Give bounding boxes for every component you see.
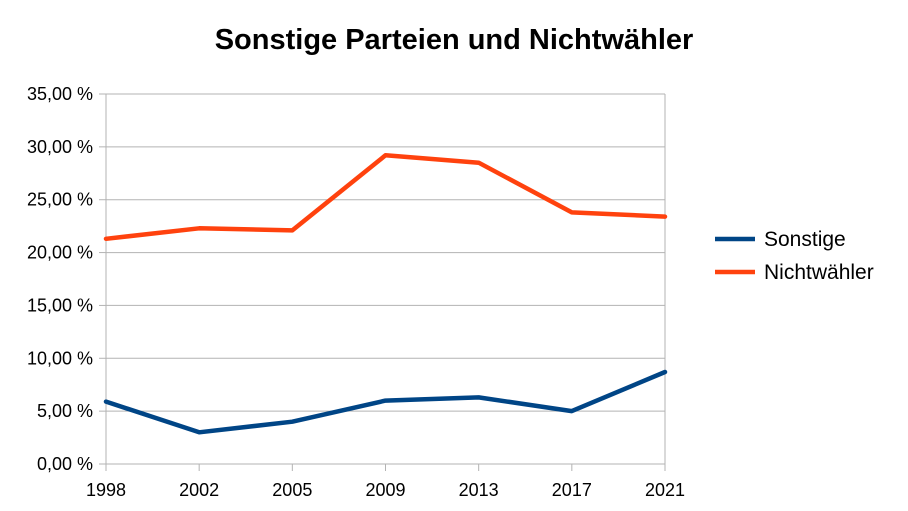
y-tick-label: 15,00 % xyxy=(27,295,93,315)
chart-title: Sonstige Parteien und Nichtwähler xyxy=(214,24,694,56)
y-tick-label: 10,00 % xyxy=(27,348,93,368)
y-axis-tick-labels: 0,00 % 5,00 % 10,00 % 15,00 % 20,00 % 25,00 %… xyxy=(27,84,93,474)
x-tick-label: 2009 xyxy=(365,480,405,500)
legend: Sonstige Nichtwähler xyxy=(715,228,874,284)
series-lines xyxy=(103,153,668,435)
series-line-nichtwähler xyxy=(103,153,668,242)
x-tick-label: 2017 xyxy=(552,480,592,500)
y-tick-label: 25,00 % xyxy=(27,190,93,210)
y-tick-label: 5,00 % xyxy=(37,401,93,421)
x-axis-tick-labels: 1998 2002 2005 2009 2013 2017 2021 xyxy=(86,480,685,500)
x-tick-label: 2005 xyxy=(272,480,312,500)
x-tick-label: 2021 xyxy=(645,480,685,500)
axes xyxy=(99,93,666,471)
y-tick-label: 30,00 % xyxy=(27,137,93,157)
y-tick-label: 35,00 % xyxy=(27,84,93,104)
y-tick-label: 20,00 % xyxy=(27,243,93,263)
x-tick-label: 2013 xyxy=(459,480,499,500)
legend-label: Nichtwähler xyxy=(764,261,874,284)
legend-label: Sonstige xyxy=(764,228,846,251)
y-tick-label: 0,00 % xyxy=(37,454,93,474)
x-tick-label: 2002 xyxy=(179,480,219,500)
series-line-sonstige xyxy=(103,369,668,435)
x-tick-label: 1998 xyxy=(86,480,126,500)
